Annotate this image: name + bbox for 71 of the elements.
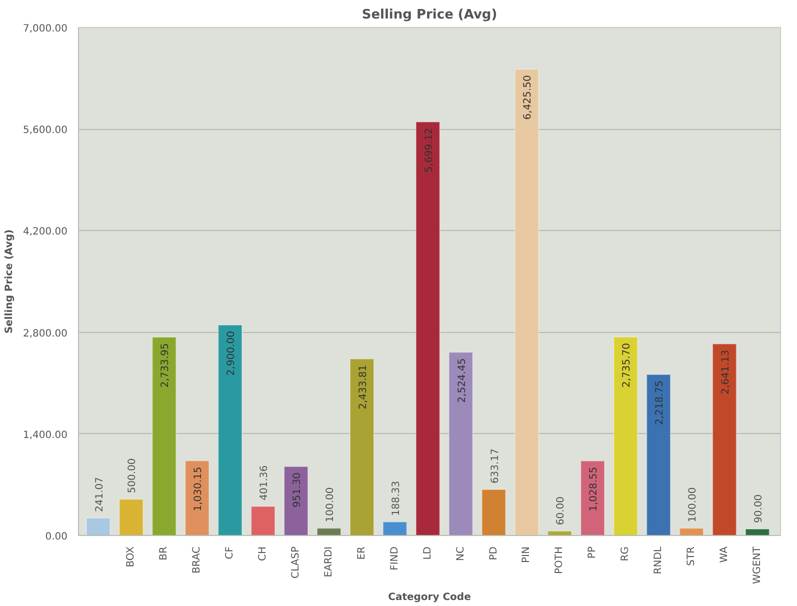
x-tick-label: EARDI: [323, 546, 334, 578]
data-label: 90.00: [753, 494, 764, 523]
bar: [350, 358, 374, 536]
bar: [382, 521, 408, 536]
data-label: 188.33: [390, 480, 402, 516]
bar: [250, 506, 276, 536]
y-tick-label: 2,800.00: [22, 328, 68, 340]
bar: [316, 528, 342, 536]
x-tick-label: FIND: [389, 546, 400, 570]
bar: [613, 336, 638, 536]
x-tick-label: WA: [718, 546, 730, 563]
x-tick-label: RG: [620, 546, 632, 562]
data-label: 2,900.00: [226, 331, 238, 376]
data-label: 500.00: [127, 458, 138, 494]
x-tick-label: CH: [258, 546, 269, 561]
data-label: 241.07: [94, 477, 106, 512]
bar: [481, 489, 506, 536]
x-tick-label: NC: [455, 546, 466, 561]
bar: [646, 374, 671, 536]
x-tick-label: LD: [422, 546, 434, 560]
data-label: 5,699.12: [424, 128, 435, 172]
data-label: 2,218.75: [654, 380, 666, 426]
bar: [745, 528, 770, 536]
data-label: 2,735.70: [622, 342, 633, 388]
data-label: 2,641.13: [720, 350, 732, 394]
data-label: 401.36: [259, 465, 270, 500]
bar: [514, 68, 540, 536]
data-label: 100.00: [324, 487, 336, 522]
x-tick-label: PP: [587, 546, 598, 559]
bar: [679, 528, 704, 536]
chart-title: Selling Price (Avg): [362, 8, 498, 22]
x-tick-label: STR: [686, 546, 698, 566]
x-tick-label: CF: [224, 546, 236, 560]
bar: [118, 498, 144, 536]
data-label: 2,524.45: [456, 358, 468, 403]
y-tick-label: 5,600.00: [22, 125, 68, 136]
bar: [580, 460, 606, 536]
x-tick-label: POTH: [554, 546, 566, 574]
x-tick-label: WGENT: [752, 546, 763, 584]
bar: [448, 352, 474, 536]
data-label: 2,733.95: [160, 343, 172, 388]
x-tick-label: PIN: [521, 546, 532, 563]
data-label: 951.30: [292, 472, 304, 508]
bar: [284, 466, 308, 536]
data-label: 1,028.55: [588, 466, 600, 512]
data-label: 633.17: [490, 448, 501, 484]
data-label: 6,425.50: [522, 75, 534, 120]
bar: [415, 121, 440, 536]
x-tick-label: BRAC: [192, 546, 203, 574]
bar: [712, 343, 737, 536]
bar: [547, 530, 572, 536]
bar: [218, 324, 242, 536]
data-label: 1,030.15: [193, 466, 204, 512]
x-tick-label: RNDL: [653, 546, 664, 574]
x-tick-label: CLASP: [290, 546, 302, 578]
x-tick-label: BR: [158, 546, 170, 560]
data-label: 2,433.81: [358, 364, 369, 410]
x-axis-title: Category Code: [388, 592, 472, 604]
bar: [86, 518, 111, 536]
bar: [184, 460, 210, 536]
y-tick-label: 4,200.00: [22, 226, 68, 238]
x-tick-label: ER: [356, 546, 368, 560]
y-tick-label: 7,000.00: [22, 24, 68, 34]
x-tick-label: BOX: [126, 546, 137, 568]
x-tick-label: PD: [488, 546, 500, 560]
y-tick-label: 1,400.00: [22, 430, 68, 441]
y-tick-label: 0.00: [45, 532, 68, 542]
y-axis-title: Selling Price (Avg): [4, 229, 15, 334]
bar: [152, 336, 177, 536]
data-label: 100.00: [688, 487, 699, 522]
data-label: 60.00: [556, 496, 567, 526]
